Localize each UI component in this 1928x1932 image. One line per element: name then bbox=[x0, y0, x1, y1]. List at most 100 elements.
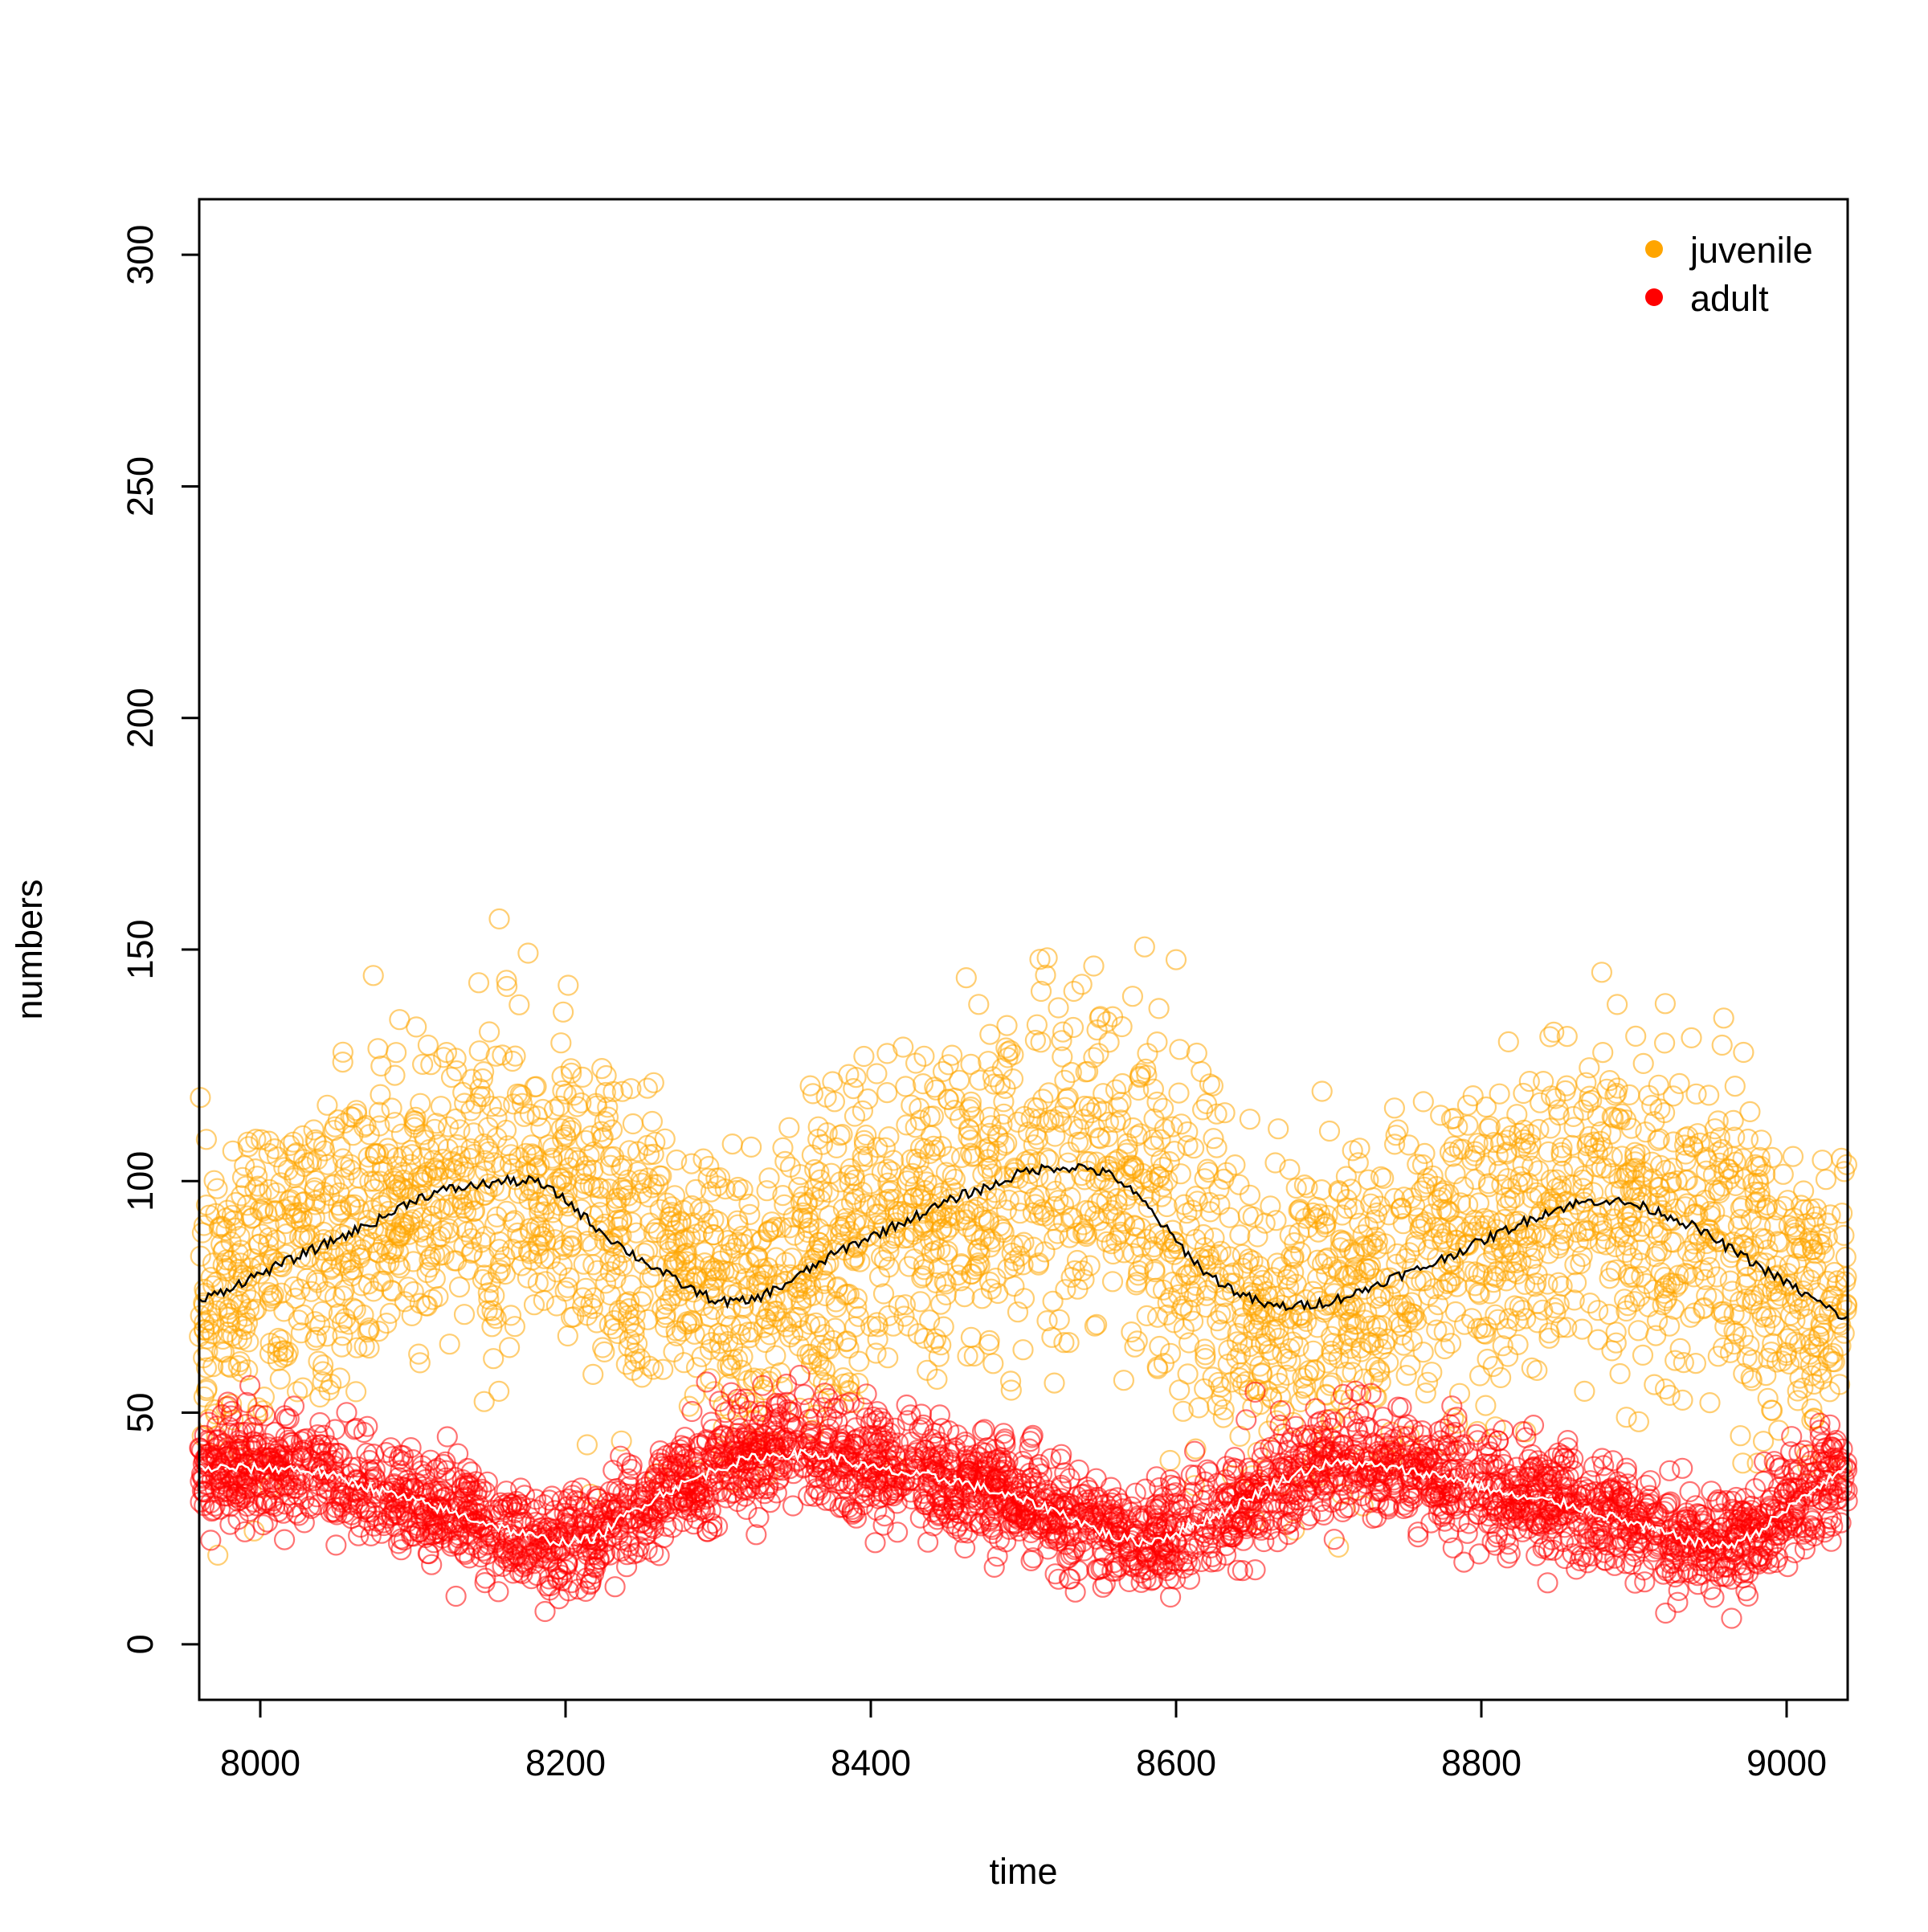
data-point bbox=[740, 1136, 762, 1158]
data-point bbox=[895, 1076, 917, 1097]
data-point bbox=[1084, 1315, 1106, 1337]
data-point bbox=[1364, 1386, 1387, 1407]
data-point bbox=[1001, 1242, 1023, 1264]
data-point bbox=[362, 965, 384, 986]
data-point bbox=[1654, 1032, 1676, 1054]
data-point bbox=[978, 1051, 999, 1072]
data-point bbox=[1497, 1031, 1519, 1053]
data-point bbox=[1598, 1303, 1620, 1325]
data-point bbox=[258, 1142, 280, 1165]
data-point bbox=[370, 1055, 392, 1077]
data-point bbox=[528, 1243, 549, 1264]
data-point bbox=[1567, 1231, 1589, 1253]
data-point bbox=[1601, 1340, 1623, 1362]
data-point bbox=[1533, 1070, 1554, 1093]
data-point bbox=[436, 1426, 458, 1448]
data-point bbox=[1063, 980, 1084, 1003]
data-point bbox=[1262, 1267, 1284, 1289]
data-point bbox=[1626, 1179, 1648, 1202]
data-point bbox=[597, 1097, 619, 1118]
data-point bbox=[1672, 1389, 1693, 1411]
data-point bbox=[993, 1091, 1015, 1113]
data-point bbox=[257, 1235, 280, 1256]
data-point bbox=[308, 1350, 329, 1372]
data-point bbox=[700, 1368, 721, 1390]
data-point bbox=[1052, 1021, 1074, 1043]
data-point bbox=[1733, 1041, 1754, 1064]
data-point bbox=[698, 1155, 720, 1178]
adult-points bbox=[189, 1364, 1858, 1629]
data-point bbox=[1587, 1300, 1609, 1321]
data-point bbox=[1284, 1231, 1305, 1254]
data-point bbox=[802, 1083, 824, 1105]
data-point bbox=[1150, 1129, 1171, 1150]
data-point bbox=[905, 1052, 927, 1074]
data-point bbox=[1430, 1105, 1452, 1126]
data-point bbox=[673, 1352, 695, 1374]
data-point bbox=[1055, 1279, 1076, 1301]
data-point bbox=[270, 1172, 292, 1194]
data-point bbox=[481, 1316, 503, 1338]
data-point bbox=[435, 1041, 458, 1064]
data-point bbox=[409, 1352, 431, 1374]
data-point bbox=[576, 1434, 598, 1456]
data-point bbox=[1475, 1096, 1497, 1118]
data-point bbox=[1507, 1334, 1529, 1355]
data-point bbox=[1071, 974, 1093, 995]
data-point bbox=[894, 1294, 917, 1316]
data-point bbox=[1654, 993, 1676, 1015]
data-point bbox=[526, 1105, 548, 1127]
data-point bbox=[213, 1342, 235, 1363]
data-point bbox=[1228, 1174, 1250, 1195]
data-point bbox=[1206, 1103, 1227, 1125]
data-point bbox=[1183, 1138, 1205, 1159]
data-point bbox=[468, 972, 490, 994]
data-point bbox=[393, 1146, 415, 1167]
data-point bbox=[1318, 1120, 1341, 1142]
data-point bbox=[449, 1146, 471, 1167]
data-point bbox=[1304, 1358, 1326, 1381]
data-point bbox=[1162, 1116, 1183, 1138]
data-point bbox=[996, 1015, 1018, 1036]
data-point bbox=[1539, 1026, 1561, 1048]
data-point bbox=[1737, 1128, 1759, 1150]
data-point bbox=[603, 1309, 625, 1332]
data-point bbox=[1186, 1042, 1207, 1064]
data-point bbox=[1321, 1372, 1343, 1394]
data-point bbox=[484, 1213, 506, 1236]
data-point bbox=[274, 1529, 296, 1550]
data-point bbox=[1835, 1246, 1857, 1268]
data-point bbox=[1295, 1289, 1317, 1311]
data-point bbox=[983, 1556, 1005, 1579]
data-point bbox=[1703, 1587, 1725, 1608]
data-point bbox=[1538, 1322, 1560, 1344]
juvenile-points bbox=[189, 908, 1858, 1566]
data-point bbox=[370, 1084, 391, 1105]
data-point bbox=[1587, 1329, 1609, 1350]
data-point bbox=[1713, 1007, 1734, 1029]
data-point bbox=[1426, 1319, 1448, 1341]
data-point bbox=[557, 1276, 578, 1298]
data-point bbox=[200, 1266, 222, 1289]
data-point bbox=[924, 1076, 946, 1098]
data-point bbox=[437, 1116, 460, 1138]
data-point bbox=[990, 1073, 1011, 1095]
data-point bbox=[1572, 1169, 1594, 1191]
data-point bbox=[1625, 1025, 1647, 1048]
data-point bbox=[1432, 1279, 1454, 1301]
data-point bbox=[1044, 1372, 1065, 1394]
data-point bbox=[684, 1384, 705, 1406]
data-point bbox=[338, 1313, 360, 1335]
data-point bbox=[445, 1585, 467, 1607]
data-point bbox=[381, 1097, 402, 1119]
data-point bbox=[824, 1317, 846, 1339]
data-point bbox=[1276, 1364, 1298, 1387]
data-point bbox=[367, 1038, 389, 1060]
data-point bbox=[1075, 1061, 1097, 1083]
data-point bbox=[1342, 1264, 1363, 1285]
data-point bbox=[1732, 1452, 1754, 1474]
data-point bbox=[1793, 1265, 1815, 1287]
data-point bbox=[1628, 1411, 1650, 1432]
data-point bbox=[826, 1137, 848, 1159]
data-point bbox=[1485, 1266, 1507, 1289]
